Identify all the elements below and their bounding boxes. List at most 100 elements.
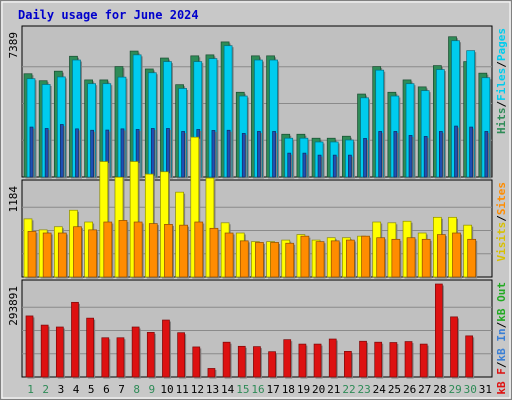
bar-sites-14 xyxy=(224,232,234,278)
x-tick-label-2: 2 xyxy=(42,383,49,396)
bar-pages-24 xyxy=(378,131,383,178)
bar-sites-25 xyxy=(391,238,401,278)
bar-pages-10 xyxy=(166,128,170,178)
bar-kb-f-13 xyxy=(207,368,216,378)
bar-kb-f-8 xyxy=(131,326,140,378)
bar-sites-12 xyxy=(194,221,204,278)
bar-pages-20 xyxy=(317,154,322,178)
y-max-label: 293891 xyxy=(7,286,20,326)
x-tick-label-1: 1 xyxy=(27,383,34,396)
bar-sites-7 xyxy=(118,220,128,278)
legend-entry: kB Out xyxy=(495,282,508,322)
legend-entry: / xyxy=(495,101,508,108)
legend-entry: Visits xyxy=(495,222,508,262)
bar-kb-f-18 xyxy=(283,339,292,378)
bar-kb-f-3 xyxy=(55,326,64,378)
bar-pages-25 xyxy=(393,131,398,178)
x-tick-label-21: 21 xyxy=(327,383,340,396)
bar-sites-28 xyxy=(437,234,446,278)
bar-sites-1 xyxy=(27,231,37,278)
bar-kb-f-22 xyxy=(344,351,352,378)
series-pages xyxy=(29,124,490,179)
x-tick-label-26: 26 xyxy=(403,383,416,396)
legend-entry: kB F xyxy=(495,368,508,395)
legend-entry: Hits xyxy=(495,108,508,135)
bar-pages-29 xyxy=(454,125,458,178)
bar-sites-16 xyxy=(255,242,264,278)
legend-entry: / xyxy=(495,361,508,368)
bar-kb-f-27 xyxy=(419,343,428,378)
x-tick-label-5: 5 xyxy=(88,383,95,396)
x-tick-label-28: 28 xyxy=(433,383,446,396)
x-tick-label-4: 4 xyxy=(73,383,80,396)
y-max-label: 7389 xyxy=(7,32,20,59)
x-tick-label-17: 17 xyxy=(267,383,280,396)
x-tick-label-23: 23 xyxy=(358,383,371,396)
bar-sites-11 xyxy=(179,224,188,278)
panel-legend: kB F/kB In/kB Out xyxy=(495,282,508,395)
bar-kb-f-10 xyxy=(162,319,170,378)
bar-pages-5 xyxy=(90,129,94,178)
bar-pages-3 xyxy=(59,124,64,178)
panel-legend: Hits/Files/Pages xyxy=(495,28,508,134)
bar-kb-f-11 xyxy=(177,332,185,378)
x-tick-label-3: 3 xyxy=(58,383,65,396)
bar-kb-f-26 xyxy=(404,341,413,378)
bar-pages-17 xyxy=(272,131,276,178)
legend-entry: / xyxy=(495,61,508,68)
bar-pages-27 xyxy=(423,136,428,178)
bar-sites-21 xyxy=(330,240,340,278)
bar-kb-f-17 xyxy=(268,351,276,378)
bar-pages-15 xyxy=(241,133,246,178)
bar-sites-22 xyxy=(346,239,355,278)
bar-pages-21 xyxy=(332,154,337,178)
bar-kb-f-1 xyxy=(25,315,34,378)
legend-entry: / xyxy=(495,321,508,328)
bar-kb-f-20 xyxy=(313,343,322,378)
bar-pages-18 xyxy=(287,152,292,178)
bar-pages-19 xyxy=(302,152,307,178)
bar-pages-23 xyxy=(363,138,367,178)
bar-kb-f-21 xyxy=(328,338,337,378)
x-tick-label-25: 25 xyxy=(388,383,401,396)
x-tick-label-9: 9 xyxy=(149,383,156,396)
bar-pages-1 xyxy=(29,126,34,178)
x-tick-label-8: 8 xyxy=(133,383,140,396)
bar-pages-7 xyxy=(120,128,125,178)
x-tick-label-6: 6 xyxy=(103,383,110,396)
bar-pages-22 xyxy=(348,154,352,178)
bar-kb-f-2 xyxy=(40,324,49,378)
bar-sites-10 xyxy=(164,224,173,278)
bar-sites-17 xyxy=(270,242,279,278)
bar-kb-f-25 xyxy=(389,342,398,378)
bar-pages-14 xyxy=(226,129,231,178)
bar-sites-9 xyxy=(148,223,158,278)
bar-sites-30 xyxy=(467,238,477,278)
bar-kb-f-30 xyxy=(465,335,474,378)
legend-entry: Sites xyxy=(495,182,508,215)
bar-sites-19 xyxy=(300,235,310,278)
bar-pages-16 xyxy=(257,131,261,178)
x-tick-label-15: 15 xyxy=(236,383,249,396)
x-tick-label-22: 22 xyxy=(342,383,355,396)
bar-sites-13 xyxy=(209,227,219,278)
bar-pages-31 xyxy=(484,131,489,178)
bar-sites-6 xyxy=(103,221,113,278)
bar-kb-f-9 xyxy=(146,332,155,378)
bar-kb-f-6 xyxy=(101,337,110,378)
y-max-label: 1184 xyxy=(7,186,20,213)
panel-hits_files_pages: 7389 Hits/Files/Pages xyxy=(7,25,508,179)
bar-kb-f-29 xyxy=(450,316,458,378)
bar-kb-f-4 xyxy=(71,301,79,378)
bar-kb-f-5 xyxy=(86,317,94,378)
x-tick-label-29: 29 xyxy=(448,383,461,396)
x-axis-tick-labels: 1 2 3 4 5 6 7 8 9 10 11 12 13 14 15 16 17 18 19 20 21 22 23 24 2… xyxy=(27,383,492,396)
panel-legend: Visits/Sites xyxy=(495,182,508,262)
chart-title: Daily usage for June 2024 xyxy=(18,8,199,22)
bar-sites-15 xyxy=(239,240,249,278)
chart-panels: 7389Hits/Files/Pages1184Visits/Sites2938… xyxy=(7,25,508,395)
bar-sites-4 xyxy=(73,226,82,278)
x-tick-label-31: 31 xyxy=(479,383,492,396)
x-tick-label-19: 19 xyxy=(297,383,310,396)
